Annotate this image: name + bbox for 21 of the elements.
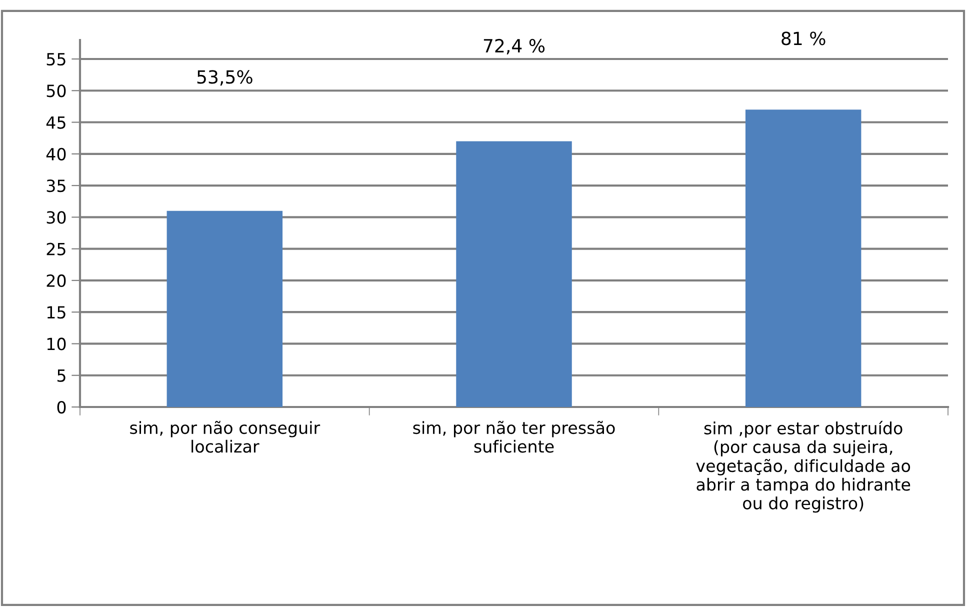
x-tick-label: sim, por não ter pressão suficiente [413, 420, 615, 453]
bar [745, 110, 862, 407]
bar [166, 210, 283, 407]
y-tick-label: 30 [46, 211, 66, 224]
x-tick-label: sim ,por estar obstruído (por causa da sujeira, vegetação, dificuldade ao abrir a tampa do hidrante ou do registro) [696, 420, 910, 513]
bar [456, 141, 572, 407]
y-tick-label: 50 [46, 84, 66, 98]
y-tick-label: 0 [57, 400, 66, 414]
y-tick-label: 20 [46, 274, 66, 288]
annotation: 53,5% [197, 70, 252, 86]
y-tick-label: 40 [46, 148, 66, 160]
annotation: 81 % [782, 32, 826, 46]
y-tick-label: 25 [46, 242, 66, 256]
y-tick-label: 15 [47, 306, 66, 319]
y-tick-label: 5 [57, 370, 66, 382]
x-tick-label: sim, por não conseguir localizar [130, 420, 320, 453]
y-tick-label: 10 [47, 338, 66, 350]
y-tick-label: 45 [46, 116, 66, 129]
annotation: 72,4 % [484, 38, 545, 54]
y-tick-label: 35 [46, 179, 66, 192]
y-tick-label: 55 [46, 53, 66, 66]
